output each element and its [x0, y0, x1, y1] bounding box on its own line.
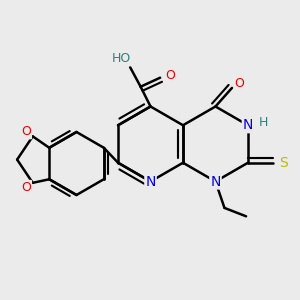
Text: N: N	[243, 118, 253, 132]
Text: N: N	[145, 175, 156, 188]
Text: O: O	[21, 181, 31, 194]
Text: O: O	[235, 77, 244, 90]
Text: O: O	[21, 125, 31, 138]
Text: H: H	[259, 116, 268, 129]
Text: O: O	[165, 69, 175, 82]
Text: HO: HO	[112, 52, 131, 65]
Text: S: S	[280, 156, 288, 170]
Text: N: N	[210, 175, 221, 188]
